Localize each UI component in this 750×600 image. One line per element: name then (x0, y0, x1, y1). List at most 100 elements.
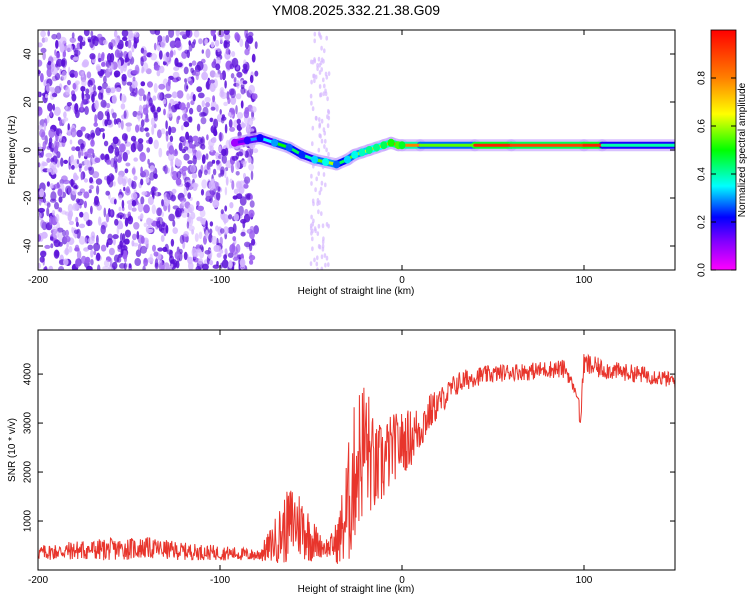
spectrogram-noise-mark (38, 142, 41, 148)
spectrogram-noise-mark (50, 61, 56, 69)
spectrogram-noise-mark (93, 84, 96, 93)
spectrogram-noise-mark (311, 236, 314, 242)
spectrogram-noise-mark (117, 244, 123, 250)
spectrogram-noise-mark (88, 189, 92, 194)
spectrogram-noise-mark (63, 111, 67, 119)
spectrogram-noise-mark (122, 36, 128, 41)
spectrogram-noise-mark (240, 86, 246, 95)
spectrogram-noise-mark (319, 186, 323, 192)
spectrogram-noise-mark (209, 83, 216, 92)
spectrogram-noise-mark (171, 165, 174, 175)
spectrogram-noise-mark (205, 48, 211, 59)
spectrogram-noise-mark (165, 132, 169, 142)
spectrogram-noise-mark (65, 104, 68, 111)
spectrogram-noise-mark (77, 191, 83, 196)
spectrogram-noise-mark (151, 125, 155, 135)
spectrogram-noise-mark (153, 83, 158, 93)
spectrogram-noise-mark (183, 146, 189, 151)
spectrogram-noise-mark (314, 187, 317, 193)
spectrogram-noise-mark (79, 40, 83, 50)
spectrogram-noise-mark (236, 71, 243, 78)
spectrogram-noise-mark (219, 131, 222, 142)
spectrogram-noise-mark (239, 196, 247, 206)
spectrogram-noise-mark (230, 96, 237, 105)
spectrogram-noise-mark (147, 196, 154, 205)
spectrogram-noise-mark (189, 107, 194, 115)
spectrogram-noise-mark (42, 51, 46, 61)
spectrogram-noise-mark (310, 59, 313, 65)
spectrogram-noise-mark (250, 194, 253, 200)
spectrogram-noise-mark (211, 235, 218, 245)
spectrogram-noise-mark (326, 123, 330, 129)
spectrogram-noise-mark (46, 115, 50, 123)
spectrogram-noise-mark (184, 78, 188, 83)
spectrogram-noise-mark (70, 178, 74, 187)
spectrogram-noise-mark (73, 204, 80, 210)
spectrogram-noise-mark (153, 251, 159, 257)
spectrogram-noise-mark (59, 43, 65, 53)
spectrogram-noise-mark (71, 188, 77, 196)
spectrogram-noise-mark (229, 202, 234, 209)
spectrogram-noise-mark (166, 249, 173, 255)
spectrogram-noise-mark (223, 254, 228, 260)
spectrogram-noise-mark (122, 151, 128, 162)
spectrogram-noise-mark (204, 38, 208, 45)
spectrogram-noise-mark (321, 246, 325, 252)
spectrogram-noise-mark (113, 118, 117, 125)
spectrogram-noise-mark (250, 170, 254, 181)
spectrogram-noise-mark (84, 106, 89, 115)
spectrogram-noise-mark (196, 200, 200, 207)
colorbar: 0.0 0.2 0.4 0.6 0.8 Normalized spectral ampl… (697, 29, 748, 277)
spectrogram-noise-mark (133, 31, 139, 38)
spectrogram-noise-mark (38, 207, 45, 213)
spectrogram-noise-mark (66, 44, 73, 52)
colorbar-ticks: 0.0 0.2 0.4 0.6 0.8 (697, 71, 736, 277)
spectrogram-noise-mark (212, 168, 217, 176)
spectrogram-noise-mark (174, 57, 179, 67)
spectrogram-noise-mark (149, 253, 153, 262)
spectrogram-noise-mark (320, 138, 324, 144)
spectrogram-noise-mark (121, 176, 128, 184)
spectrogram-noise-mark (127, 215, 134, 225)
spectrogram-noise-mark (50, 147, 54, 152)
spectrogram-noise-mark (144, 118, 150, 123)
spectrogram-noise-mark (200, 189, 205, 196)
spectrogram-noise-mark (142, 265, 146, 270)
spectrogram-noise-mark (86, 265, 93, 270)
spectrogram-noise-mark (247, 156, 252, 164)
spectrogram-noise-mark (219, 228, 225, 234)
x-tick-label: 100 (576, 575, 593, 586)
spectrogram-noise-mark (311, 198, 315, 204)
spectrogram-noise-mark (324, 71, 328, 77)
spectrogram-noise-mark (99, 39, 102, 45)
spectrogram-noise-mark (62, 50, 67, 58)
spectrogram-noise-mark (227, 252, 234, 258)
spectrogram-noise-mark (45, 83, 51, 92)
spectrogram-noise-mark (68, 246, 73, 253)
spectrogram-noise-mark (53, 183, 61, 189)
spectrogram-noise-mark (316, 201, 319, 207)
spectrogram-noise-mark (106, 175, 111, 185)
spectrogram-noise-mark (90, 30, 94, 37)
spectrogram-noise-mark (198, 38, 203, 45)
spectrogram-noise-mark (166, 190, 174, 201)
spectrogram-noise-mark (119, 263, 126, 269)
spectrogram-noise-mark (175, 30, 180, 37)
spectrogram-noise-mark (140, 119, 145, 128)
spectrogram-noise-mark (119, 232, 123, 242)
ridge-point (351, 150, 359, 159)
y-tick-label: -20 (23, 190, 34, 205)
spectrogram-noise-mark (158, 147, 163, 158)
spectrogram-noise-mark (143, 94, 147, 102)
spectrogram-noise-mark (210, 30, 216, 37)
y-tick-label: 3000 (23, 412, 34, 435)
spectrogram-noise-mark (201, 71, 209, 81)
ridge-point (373, 143, 381, 152)
spectrogram-noise-mark (234, 32, 240, 40)
spectrogram-noise-mark (49, 215, 53, 226)
spectrogram-noise-mark (323, 144, 326, 149)
spectrogram-noise-mark (253, 225, 259, 235)
snr-panel: -200 -100 0 100 1000 2000 3000 4000 Height of … (7, 329, 676, 595)
spectrogram-noise-mark (133, 175, 138, 181)
